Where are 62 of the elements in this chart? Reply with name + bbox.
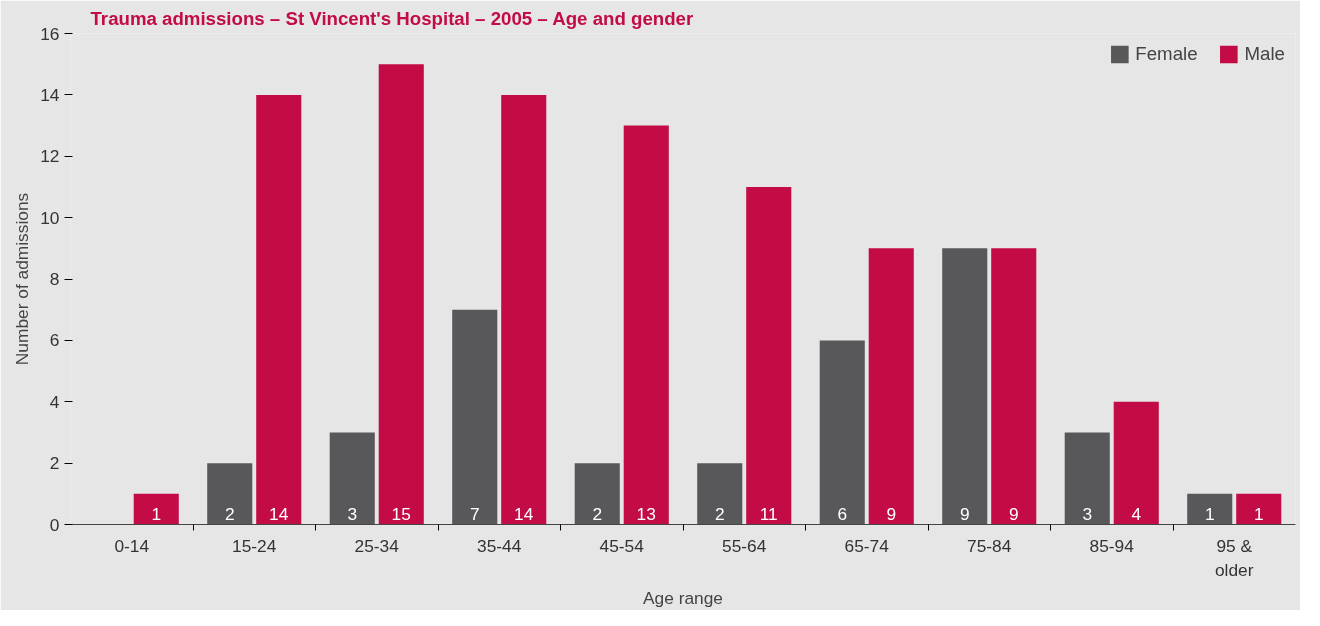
bar: [329, 432, 375, 525]
bar: [574, 463, 620, 525]
bar: [991, 248, 1037, 525]
y-tick-label: 14: [40, 84, 60, 105]
x-tick-label: 25-34: [354, 535, 400, 556]
data-label: 13: [636, 503, 656, 524]
data-label: 3: [347, 503, 358, 524]
bar: [819, 340, 865, 525]
y-tick-label: 0: [49, 514, 60, 535]
y-tick-label: 6: [49, 330, 60, 351]
bar: [1187, 493, 1233, 525]
data-label: 6: [837, 503, 848, 524]
bar: [623, 125, 669, 525]
data-label: 9: [1008, 503, 1019, 524]
bar: [501, 94, 547, 525]
bar: [133, 493, 179, 525]
y-tick-label: 2: [49, 453, 60, 474]
x-tick-label: 85-94: [1089, 535, 1135, 556]
y-tick-label: 12: [40, 146, 60, 167]
x-tick-label: 65-74: [844, 535, 890, 556]
bar: [942, 248, 988, 525]
bar: [697, 463, 743, 525]
bar: [207, 463, 253, 525]
bar: [1064, 432, 1110, 525]
data-label: 9: [886, 503, 897, 524]
legend-label: Male: [1244, 43, 1285, 65]
legend-label: Female: [1135, 43, 1198, 65]
data-label: 1: [1204, 503, 1215, 524]
x-tick-label: 95 & older: [1214, 535, 1254, 580]
data-label: 3: [1082, 503, 1093, 524]
bar: [1236, 493, 1282, 525]
data-label: 2: [224, 503, 235, 524]
bar: [452, 309, 498, 525]
bar: [378, 64, 424, 525]
x-tick-label: 15-24: [232, 535, 277, 556]
data-label: 7: [469, 503, 480, 524]
x-tick-label: 0-14: [114, 535, 150, 556]
data-label: 9: [959, 503, 970, 524]
x-tick-label: 55-64: [722, 535, 767, 556]
data-label: 14: [514, 503, 534, 524]
y-axis-title: Number of admissions: [12, 192, 33, 366]
x-tick-label: 75-84: [967, 535, 1012, 556]
data-label: 1: [151, 503, 162, 524]
data-label: 15: [391, 503, 411, 524]
bar: [256, 94, 302, 525]
data-label: 4: [1131, 503, 1142, 524]
bar: [868, 248, 914, 525]
y-tick-label: 10: [40, 207, 60, 228]
y-tick-label: 4: [49, 391, 60, 412]
bar: [1113, 401, 1159, 525]
data-label: 1: [1253, 503, 1264, 524]
y-tick-label: 8: [49, 269, 60, 289]
data-label: 2: [714, 503, 725, 524]
data-label: 14: [269, 503, 289, 524]
data-label: 2: [592, 503, 603, 524]
x-axis-title: Age range: [643, 587, 723, 608]
bar: [746, 186, 792, 525]
chart-title: Trauma admissions – St Vincent's Hospital – 2005 – Age and gender: [90, 7, 694, 29]
data-label: 11: [759, 503, 778, 524]
x-tick-label: 35-44: [477, 535, 522, 556]
y-tick-label: 16: [40, 23, 60, 44]
x-tick-label: 45-54: [599, 535, 645, 556]
